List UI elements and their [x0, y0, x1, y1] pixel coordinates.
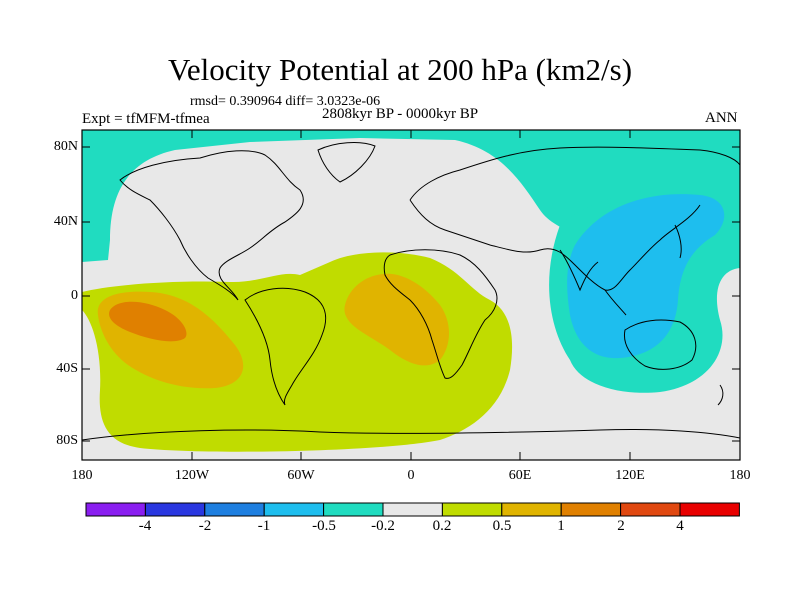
coast-africa	[383, 249, 498, 379]
coast-north-america	[119, 150, 304, 301]
lon-label-60w: 60W	[287, 468, 315, 483]
colorbar-label: -0.2	[371, 518, 395, 534]
coast-japan	[674, 224, 682, 259]
coast-south-america	[244, 287, 327, 406]
coast-antarctica	[82, 428, 740, 441]
colorbar-swatch-8	[501, 502, 562, 517]
colorbar-label: -1	[257, 518, 271, 534]
negative-contour-north	[82, 130, 740, 270]
lon-label-0: 0	[407, 468, 415, 483]
velocity-potential-field	[82, 130, 740, 452]
lon-label-180e: 180	[729, 468, 751, 483]
colorbar-label: 2	[617, 518, 625, 534]
lat-label-80s: 80S	[56, 433, 78, 448]
lat-label-0: 0	[71, 288, 78, 303]
lon-label-120e: 120E	[615, 468, 645, 483]
positive-contour-pacific-core	[109, 301, 187, 342]
colorbar-label: -4	[138, 518, 152, 534]
coast-greenland	[317, 142, 376, 183]
coast-eurasia	[409, 146, 740, 291]
season-label: ANN	[705, 110, 738, 126]
colorbar-label: 0.2	[432, 518, 452, 534]
lon-label-120w: 120W	[174, 468, 210, 483]
lon-label-60e: 60E	[508, 468, 532, 483]
coastlines	[82, 142, 740, 441]
coast-south-asia	[559, 249, 627, 316]
colorbar-swatch-10	[620, 502, 681, 517]
lat-label-40s: 40S	[56, 361, 78, 376]
colorbar	[85, 502, 740, 517]
coast-new-zealand	[717, 384, 724, 406]
colorbar-label: 4	[676, 518, 684, 534]
period-label: 2808kyr BP - 0000kyr BP	[322, 106, 479, 122]
colorbar-swatch-1	[85, 502, 146, 517]
colorbar-label: 0.5	[492, 518, 512, 534]
lat-label-80n: 80N	[53, 139, 78, 154]
colorbar-swatch-7	[441, 502, 503, 517]
colorbar-label: 1	[557, 518, 565, 534]
colorbar-label: -0.5	[312, 518, 336, 534]
experiment-label: Expt = tfMFM-tfmea	[82, 111, 210, 127]
negative-contour-core	[567, 194, 725, 359]
stats-line: rmsd= 0.390964 diff= 3.0323e-06	[190, 94, 381, 109]
colorbar-swatch-3	[204, 502, 265, 517]
axis-ticks	[81, 130, 741, 460]
colorbar-swatch-11	[679, 502, 740, 517]
colorbar-swatch-4	[263, 502, 325, 517]
map-title: Velocity Potential at 200 hPa (km2/s)	[167, 52, 633, 87]
colorbar-swatch-9	[560, 502, 622, 517]
colorbar-swatch-6	[382, 502, 443, 517]
coast-australia	[623, 319, 697, 370]
positive-contour-atlantic	[344, 273, 449, 366]
colorbar-swatch-2	[144, 502, 206, 517]
lon-label-180w: 180	[71, 468, 93, 483]
lat-label-40n: 40N	[53, 214, 78, 229]
colorbar-swatch-5	[323, 502, 384, 517]
colorbar-label: -2	[198, 518, 212, 534]
